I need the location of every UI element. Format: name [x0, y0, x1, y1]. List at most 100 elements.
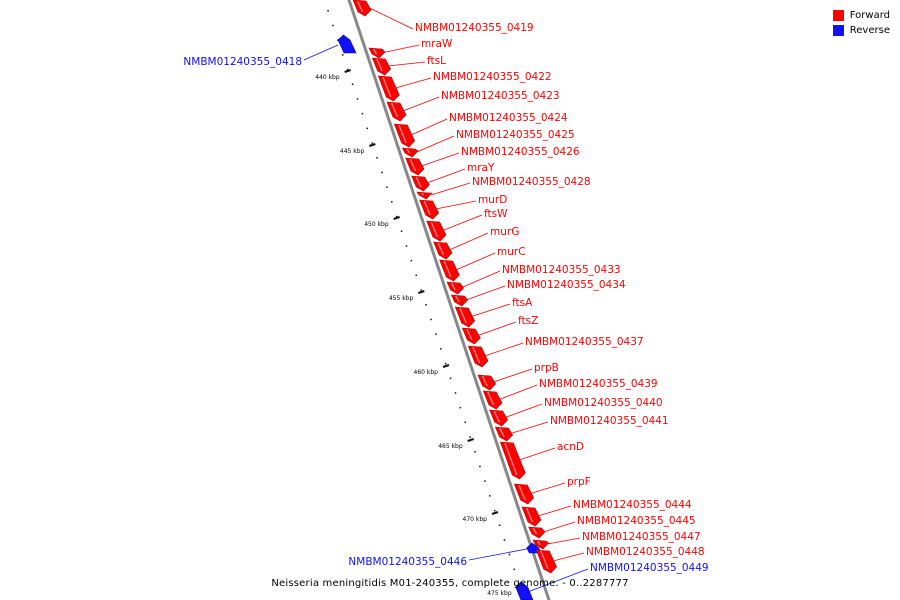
ruler-dot	[449, 377, 452, 379]
gene-label[interactable]: NMBM01240355_0425	[456, 129, 575, 141]
gene-label[interactable]: NMBM01240355_0423	[441, 90, 560, 102]
gene-label[interactable]: NMBM01240355_0428	[472, 176, 591, 188]
gene-highlight	[525, 507, 534, 523]
gene-label[interactable]: NMBM01240355_0433	[502, 264, 621, 276]
forward-gene[interactable]	[393, 123, 416, 148]
forward-gene[interactable]	[401, 147, 419, 158]
label-leader	[477, 321, 517, 336]
label-leader	[383, 44, 420, 53]
ruler-label: 455 kbp	[389, 295, 414, 302]
forward-gene[interactable]	[419, 199, 440, 220]
forward-gene[interactable]	[499, 441, 526, 480]
forward-gene[interactable]	[416, 191, 433, 200]
ruler-dot	[435, 333, 437, 335]
gene-label[interactable]: mraW	[421, 38, 453, 50]
ruler-tick	[418, 290, 425, 294]
reverse-gene[interactable]	[515, 581, 534, 600]
gene-highlight	[504, 442, 518, 476]
forward-gene[interactable]	[489, 409, 509, 427]
gene-label[interactable]: NMBM01240355_0449	[590, 562, 709, 574]
gene-label[interactable]: murG	[490, 226, 519, 238]
gene-label[interactable]: acnD	[557, 441, 584, 453]
gene-label[interactable]: NMBM01240355_0437	[525, 336, 644, 348]
gene-label[interactable]: NMBM01240355_0445	[577, 515, 696, 527]
forward-gene[interactable]	[454, 306, 476, 328]
forward-gene[interactable]	[477, 374, 497, 391]
label-leader	[410, 118, 448, 136]
forward-gene[interactable]	[411, 175, 430, 192]
ruler-dot	[386, 186, 388, 188]
ruler-dot	[376, 157, 378, 159]
label-leader	[552, 552, 585, 562]
gene-label[interactable]: mraY	[467, 162, 495, 174]
ruler-dot	[425, 304, 427, 306]
forward-gene[interactable]	[494, 426, 514, 442]
ruler-dot	[420, 289, 422, 291]
gene-highlight	[382, 76, 392, 98]
gene-label[interactable]: NMBM01240355_0426	[461, 146, 580, 158]
ruler-dot	[342, 54, 344, 56]
forward-gene[interactable]	[439, 259, 460, 282]
label-leader	[537, 505, 572, 517]
gene-label[interactable]: NMBM01240355_0424	[449, 112, 568, 124]
gene-highlight	[409, 158, 417, 172]
gene-highlight	[518, 484, 526, 501]
label-leader	[468, 548, 527, 561]
gene-label[interactable]: NMBM01240355_0446	[348, 556, 467, 568]
gene-label[interactable]: prpB	[534, 362, 559, 374]
forward-gene[interactable]	[446, 281, 465, 295]
reverse-gene[interactable]	[337, 34, 357, 54]
forward-gene[interactable]	[528, 526, 546, 539]
gene-highlight	[421, 192, 425, 196]
gene-label[interactable]: NMBM01240355_0434	[507, 279, 626, 291]
gene-label[interactable]: prpF	[567, 476, 591, 488]
forward-gene[interactable]	[368, 47, 386, 59]
label-leader	[426, 168, 466, 184]
forward-gene[interactable]	[405, 157, 425, 176]
gene-features	[337, 0, 558, 600]
genome-caption: Neisseria meningitidis M01-240355, compl…	[271, 578, 629, 589]
gene-label[interactable]: NMBM01240355_0444	[573, 499, 692, 511]
forward-gene[interactable]	[535, 549, 558, 574]
gene-label[interactable]: NMBM01240355_0448	[586, 546, 705, 558]
forward-gene[interactable]	[371, 57, 392, 76]
forward-gene[interactable]	[461, 327, 481, 345]
forward-gene[interactable]	[521, 506, 542, 527]
gene-label[interactable]: NMBM01240355_0440	[544, 397, 663, 409]
forward-gene[interactable]	[377, 75, 400, 102]
gene-label[interactable]: NMBM01240355_0422	[433, 71, 552, 83]
ruler-dot	[415, 274, 418, 277]
ruler-dot	[459, 406, 462, 409]
gene-label[interactable]: murC	[497, 246, 526, 258]
gene-label[interactable]: NMBM01240355_0439	[539, 378, 658, 390]
label-leader	[368, 7, 414, 30]
ruler-tick	[467, 438, 474, 442]
gene-label[interactable]: ftsW	[484, 208, 508, 220]
gene-label[interactable]: NMBM01240355_0418	[183, 56, 302, 68]
legend-forward-label: Forward	[849, 10, 890, 21]
forward-gene[interactable]	[532, 539, 550, 550]
forward-gene[interactable]	[450, 294, 469, 307]
gene-highlight	[540, 550, 549, 570]
gene-label[interactable]: NMBM01240355_0441	[550, 415, 669, 427]
gene-label[interactable]: murD	[478, 194, 507, 206]
ruler-label: 475 kbp	[487, 590, 512, 597]
gene-label[interactable]: ftsZ	[518, 315, 538, 327]
gene-label[interactable]: NMBM01240355_0447	[582, 531, 701, 543]
ruler-dot	[469, 436, 471, 438]
gene-label[interactable]: ftsA	[512, 297, 533, 309]
gene-highlight	[472, 346, 481, 364]
forward-gene[interactable]	[352, 0, 372, 17]
ruler-label: 450 kbp	[364, 221, 389, 228]
forward-gene[interactable]	[513, 483, 535, 505]
forward-gene[interactable]	[426, 220, 447, 242]
forward-gene[interactable]	[482, 390, 503, 410]
ruler-dot	[430, 318, 432, 321]
forward-gene[interactable]	[467, 345, 489, 368]
ruler-dot	[454, 392, 457, 394]
gene-label[interactable]: NMBM01240355_0419	[415, 22, 534, 34]
forward-gene[interactable]	[386, 101, 407, 122]
gene-label[interactable]: ftsL	[427, 55, 446, 67]
gene-highlight	[398, 124, 407, 144]
forward-gene[interactable]	[433, 241, 453, 260]
